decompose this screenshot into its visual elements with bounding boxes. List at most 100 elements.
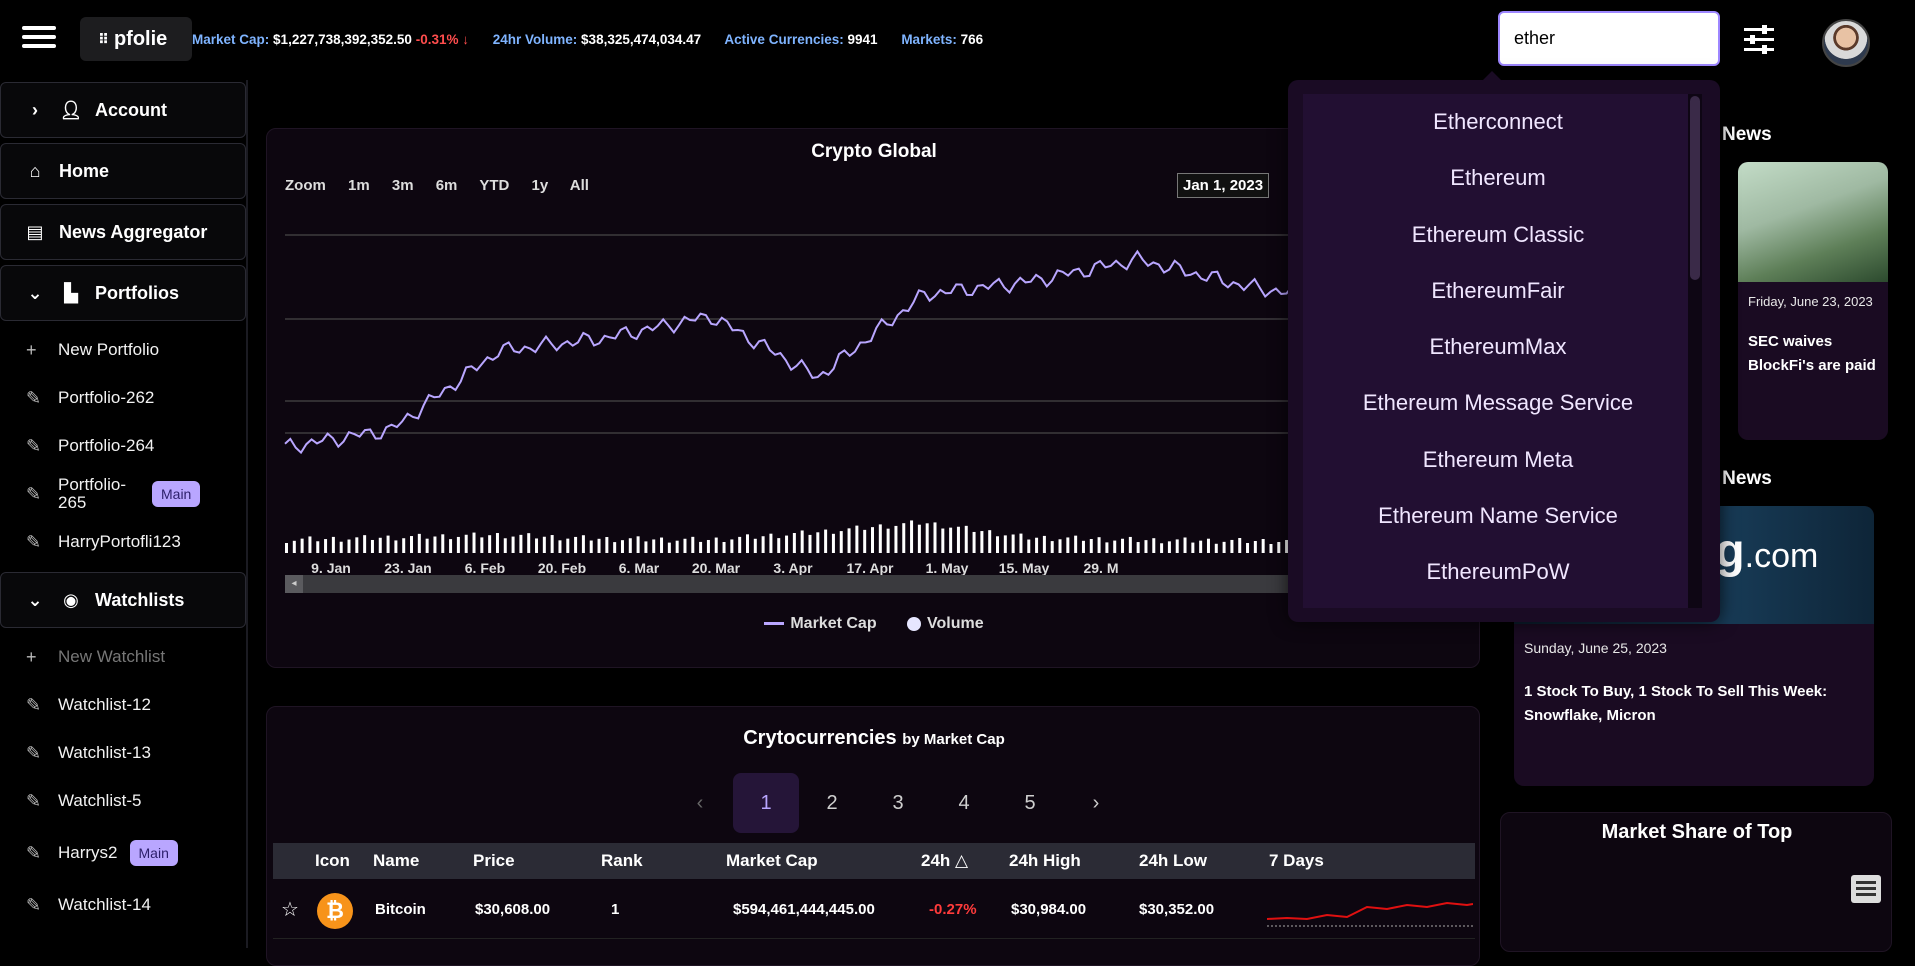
chart-legend: Market Cap Volume <box>267 615 1481 633</box>
page-button[interactable]: 4 <box>958 792 970 814</box>
main-badge: Main <box>129 840 178 866</box>
search-result-item[interactable]: Ethereum <box>1450 165 1546 191</box>
pencil-icon: ✎ <box>26 790 42 811</box>
page-button[interactable]: 1 <box>733 773 799 833</box>
volume-bar <box>785 535 789 553</box>
col-icon: Icon <box>315 851 350 870</box>
avatar[interactable] <box>1822 19 1870 67</box>
scrollbar-thumb[interactable] <box>1690 96 1700 280</box>
zoom-1y-button[interactable]: 1y <box>531 177 549 194</box>
news-date: Friday, June 23, 2023 <box>1748 294 1873 309</box>
cell-rank: 1 <box>611 901 620 918</box>
eye-icon: ◉ <box>63 589 79 610</box>
prev-page-icon[interactable]: ‹ <box>696 792 704 814</box>
search-result-item[interactable]: Ethereum Message Service <box>1362 390 1634 416</box>
pencil-icon: ✎ <box>26 742 42 763</box>
col-24h-low[interactable]: 24h Low <box>1139 851 1208 870</box>
news-headline: SEC waives BlockFi's are paid <box>1748 333 1876 374</box>
active-currencies-label: Active Currencies: <box>724 32 844 47</box>
menu-icon[interactable] <box>22 26 56 52</box>
col-24h-high[interactable]: 24h High <box>1009 851 1081 870</box>
sidebar-item-watchlist[interactable]: ✎ Watchlist-5 <box>0 777 246 825</box>
search-results-list: Etherconnect Ethereum Ethereum Classic E… <box>1303 94 1693 608</box>
dropdown-scrollbar[interactable] <box>1688 94 1702 608</box>
search-result-item[interactable]: EthereumFair <box>1431 277 1565 303</box>
search-result-item[interactable]: EthereumPoW <box>1426 559 1570 585</box>
sidebar: › 👤︎ Account ⌂ Home ▤ News Aggregator ⌄ ▙ Port… <box>0 80 248 948</box>
volume-bar <box>1285 540 1289 553</box>
zoom-all-button[interactable]: All <box>569 177 589 194</box>
chart-menu-icon[interactable] <box>1851 875 1881 903</box>
volume-bar <box>1011 534 1015 553</box>
col-name[interactable]: Name <box>373 851 420 870</box>
page-button[interactable]: 5 <box>1024 792 1036 814</box>
sidebar-item-watchlist[interactable]: ✎ Watchlist-13 <box>0 729 246 777</box>
sidebar-news-aggregator[interactable]: ▤ News Aggregator <box>0 204 246 260</box>
new-watchlist-button[interactable]: + New Watchlist <box>0 633 246 681</box>
search-result-item[interactable]: Ethereum Classic <box>1411 221 1585 247</box>
new-portfolio-button[interactable]: + New Portfolio <box>0 326 246 374</box>
col-price[interactable]: Price <box>473 851 515 870</box>
search-result-item[interactable]: Ethereum Meta <box>1422 446 1574 472</box>
volume-bar <box>558 540 562 553</box>
sidebar-watchlists[interactable]: ⌄ ◉ Watchlists <box>0 572 246 628</box>
legend-market-cap[interactable]: Market Cap <box>790 615 877 632</box>
next-page-icon[interactable]: › <box>1092 792 1100 814</box>
volume-bar <box>1066 537 1070 553</box>
col-market-cap[interactable]: Market Cap <box>726 851 818 870</box>
sidebar-item-watchlist[interactable]: ✎ Harrys2 Main <box>0 825 246 881</box>
volume-bar <box>1253 541 1257 553</box>
volume-bar <box>324 539 328 553</box>
sidebar-item-portfolio[interactable]: ✎ Portfolio-264 <box>0 422 246 470</box>
page-button[interactable]: 2 <box>826 792 838 814</box>
star-icon[interactable]: ☆ <box>281 899 299 921</box>
sidebar-item-portfolio[interactable]: ✎ Portfolio-262 <box>0 374 246 422</box>
logo[interactable]: ⠿ pfolie <box>80 17 192 61</box>
sidebar-item-watchlist[interactable]: ✎ Watchlist-12 <box>0 681 246 729</box>
chart-scrollbar[interactable]: ◂ <box>285 575 1455 593</box>
zoom-1m-button[interactable]: 1m <box>348 177 370 194</box>
sidebar-item-portfolio[interactable]: ✎ Portfolio-265 Main <box>0 470 246 518</box>
volume-bar <box>1206 538 1210 553</box>
search-result-item[interactable]: EthereumMax <box>1429 334 1567 360</box>
search-result-item[interactable]: Etherconnect <box>1433 109 1563 134</box>
search-result-item[interactable]: Ethereum Name Service <box>1378 503 1618 529</box>
volume-bar <box>1003 535 1007 553</box>
volume-bar <box>535 538 539 553</box>
zoom-6m-button[interactable]: 6m <box>435 177 458 194</box>
zoom-ytd-button[interactable]: YTD <box>479 177 510 194</box>
volume-bar <box>878 524 882 553</box>
sidebar-item-watchlist[interactable]: ✎ Watchlist-14 <box>0 881 246 929</box>
newspaper-icon: ▤ <box>26 221 44 242</box>
scroll-left-icon[interactable]: ◂ <box>285 575 303 593</box>
from-date-input[interactable]: Jan 1, 2023 <box>1177 173 1270 198</box>
table-row[interactable]: ☆ ₿ Bitcoin $30,608.00 1 $594,461,444,44… <box>273 881 1475 939</box>
x-tick-label: 29. M <box>1083 560 1118 576</box>
sidebar-item-portfolio[interactable]: ✎ HarryPortofli123 <box>0 518 246 566</box>
market-share-card: Market Share of Top <box>1500 812 1892 952</box>
sidebar-portfolios[interactable]: ⌄ ▙ Portfolios <box>0 265 246 321</box>
volume-bar <box>925 523 929 553</box>
sidebar-home[interactable]: ⌂ Home <box>0 143 246 199</box>
volume-bar <box>1152 538 1156 553</box>
sidebar-account[interactable]: › 👤︎ Account <box>0 82 246 138</box>
legend-volume[interactable]: Volume <box>927 615 984 632</box>
volume-bar <box>449 539 453 553</box>
volume-value: $38,325,474,034.47 <box>581 32 702 47</box>
col-rank[interactable]: Rank <box>601 851 643 870</box>
news-card[interactable]: Friday, June 23, 2023 SEC waives BlockFi… <box>1738 162 1888 440</box>
volume-bar <box>472 532 476 553</box>
search-input[interactable]: ether <box>1498 11 1720 66</box>
volume-bar <box>761 536 765 553</box>
col-24h[interactable]: 24h <box>921 851 951 870</box>
sort-up-icon[interactable]: △ <box>955 851 969 870</box>
page-button[interactable]: 3 <box>892 792 904 814</box>
volume-bar <box>1097 537 1101 553</box>
pencil-icon: ✎ <box>26 894 42 915</box>
main-badge: Main <box>152 481 201 507</box>
volume-bar <box>956 526 960 553</box>
filter-sliders-icon[interactable] <box>1742 24 1776 54</box>
table-title-text: Crytocurrencies <box>743 727 897 749</box>
zoom-3m-button[interactable]: 3m <box>391 177 414 194</box>
volume-bar <box>1089 539 1093 553</box>
